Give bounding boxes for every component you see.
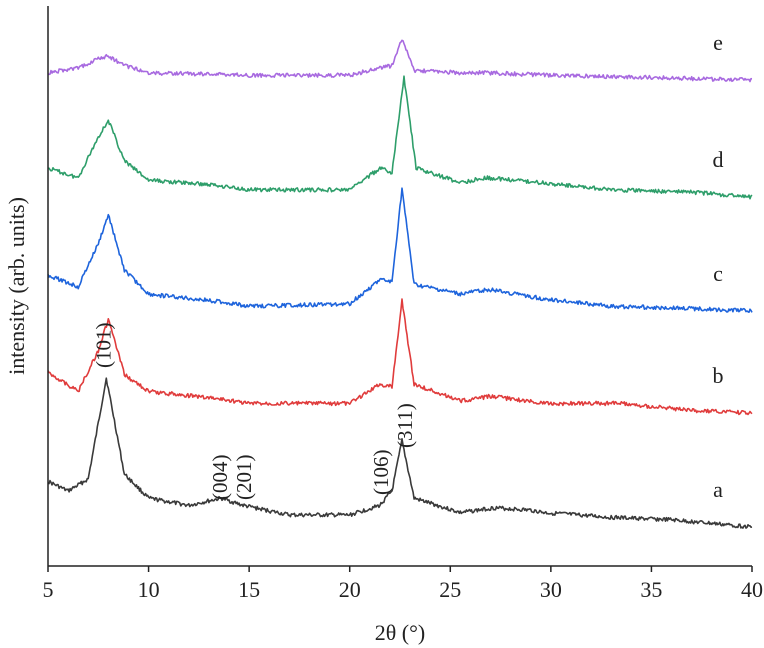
series-label-a: a <box>713 477 723 502</box>
x-tick-label: 40 <box>741 577 763 602</box>
peak-annotation: (004) <box>208 455 232 501</box>
x-tick-label: 10 <box>138 577 160 602</box>
series-label-b: b <box>713 363 724 388</box>
series-line-a <box>47 377 753 529</box>
series-label-layer: a b c d e <box>713 30 724 502</box>
y-axis-title: intensity (arb. units) <box>4 197 29 375</box>
peak-annotation: (201) <box>232 455 256 501</box>
x-axis-title: 2θ (°) <box>375 620 426 645</box>
peak-annotation: (101) <box>91 323 115 369</box>
peak-annotations: (101) (004) (201) (106)(311) <box>91 323 417 501</box>
series-line-e <box>47 39 753 83</box>
peak-annotation: (311) <box>393 403 417 448</box>
series-layer <box>47 39 753 529</box>
series-line-b <box>47 298 753 416</box>
x-tick-label: 5 <box>43 577 54 602</box>
series-label-d: d <box>713 147 724 172</box>
axes <box>47 6 752 567</box>
x-tick-label: 35 <box>640 577 662 602</box>
x-tick-label: 20 <box>339 577 361 602</box>
series-line-c <box>47 187 753 313</box>
peak-annotation: (106) <box>369 450 393 496</box>
x-ticks: 5 10 15 20 25 30 35 40 <box>43 566 763 602</box>
series-label-e: e <box>713 30 723 55</box>
x-tick-label: 15 <box>238 577 260 602</box>
x-tick-label: 25 <box>439 577 461 602</box>
series-line-d <box>47 75 753 200</box>
series-label-c: c <box>713 261 723 286</box>
x-tick-label: 30 <box>540 577 562 602</box>
